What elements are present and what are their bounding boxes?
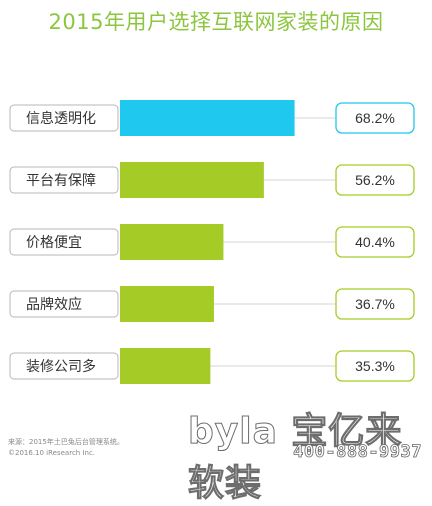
value-label: 56.2% (355, 172, 395, 188)
category-label: 品牌效应 (26, 296, 82, 313)
source-note: 来源：2015年土巴兔后台管理系统。 ©2016.10 iResearch In… (8, 437, 124, 459)
value-label-box (335, 350, 415, 382)
category-label-box (9, 290, 119, 318)
bar-3 (120, 224, 224, 260)
value-label: 36.7% (355, 296, 395, 312)
value-label: 68.2% (355, 110, 395, 126)
category-label-box (9, 228, 119, 256)
category-label: 价格便宜 (26, 235, 82, 251)
category-label: 装修公司多 (26, 358, 96, 375)
value-label-box (335, 288, 415, 320)
bar-5 (120, 348, 211, 384)
value-label: 35.3% (355, 358, 395, 374)
category-label-box (9, 352, 119, 380)
value-label-box (335, 102, 415, 134)
chart-title: 2015年用户选择互联网家装的原因 (48, 10, 384, 34)
value-label-box (335, 226, 415, 258)
category-label-box (9, 166, 119, 194)
source-text: 来源：2015年土巴兔后台管理系统。 (8, 438, 124, 446)
value-label: 40.4% (355, 234, 395, 250)
bar-2 (120, 162, 264, 198)
category-label: 平台有保障 (26, 173, 96, 189)
copyright-text: ©2016.10 iResearch Inc. (8, 449, 96, 457)
watermark-logo: byla 宝亿来软装 400-888-9937 (188, 402, 428, 505)
category-label: 信息透明化 (26, 110, 96, 127)
value-label-box (335, 164, 415, 196)
bar-chart: 信息透明化 68.2% 平台有保障 56.2% 价格便宜 40.4% 品牌效应 36.7% 装修… (9, 100, 415, 384)
category-label-box (9, 104, 119, 132)
watermark-phone: 400-888-9937 (293, 442, 422, 463)
bar-1 (120, 100, 295, 136)
bar-4 (120, 286, 214, 322)
